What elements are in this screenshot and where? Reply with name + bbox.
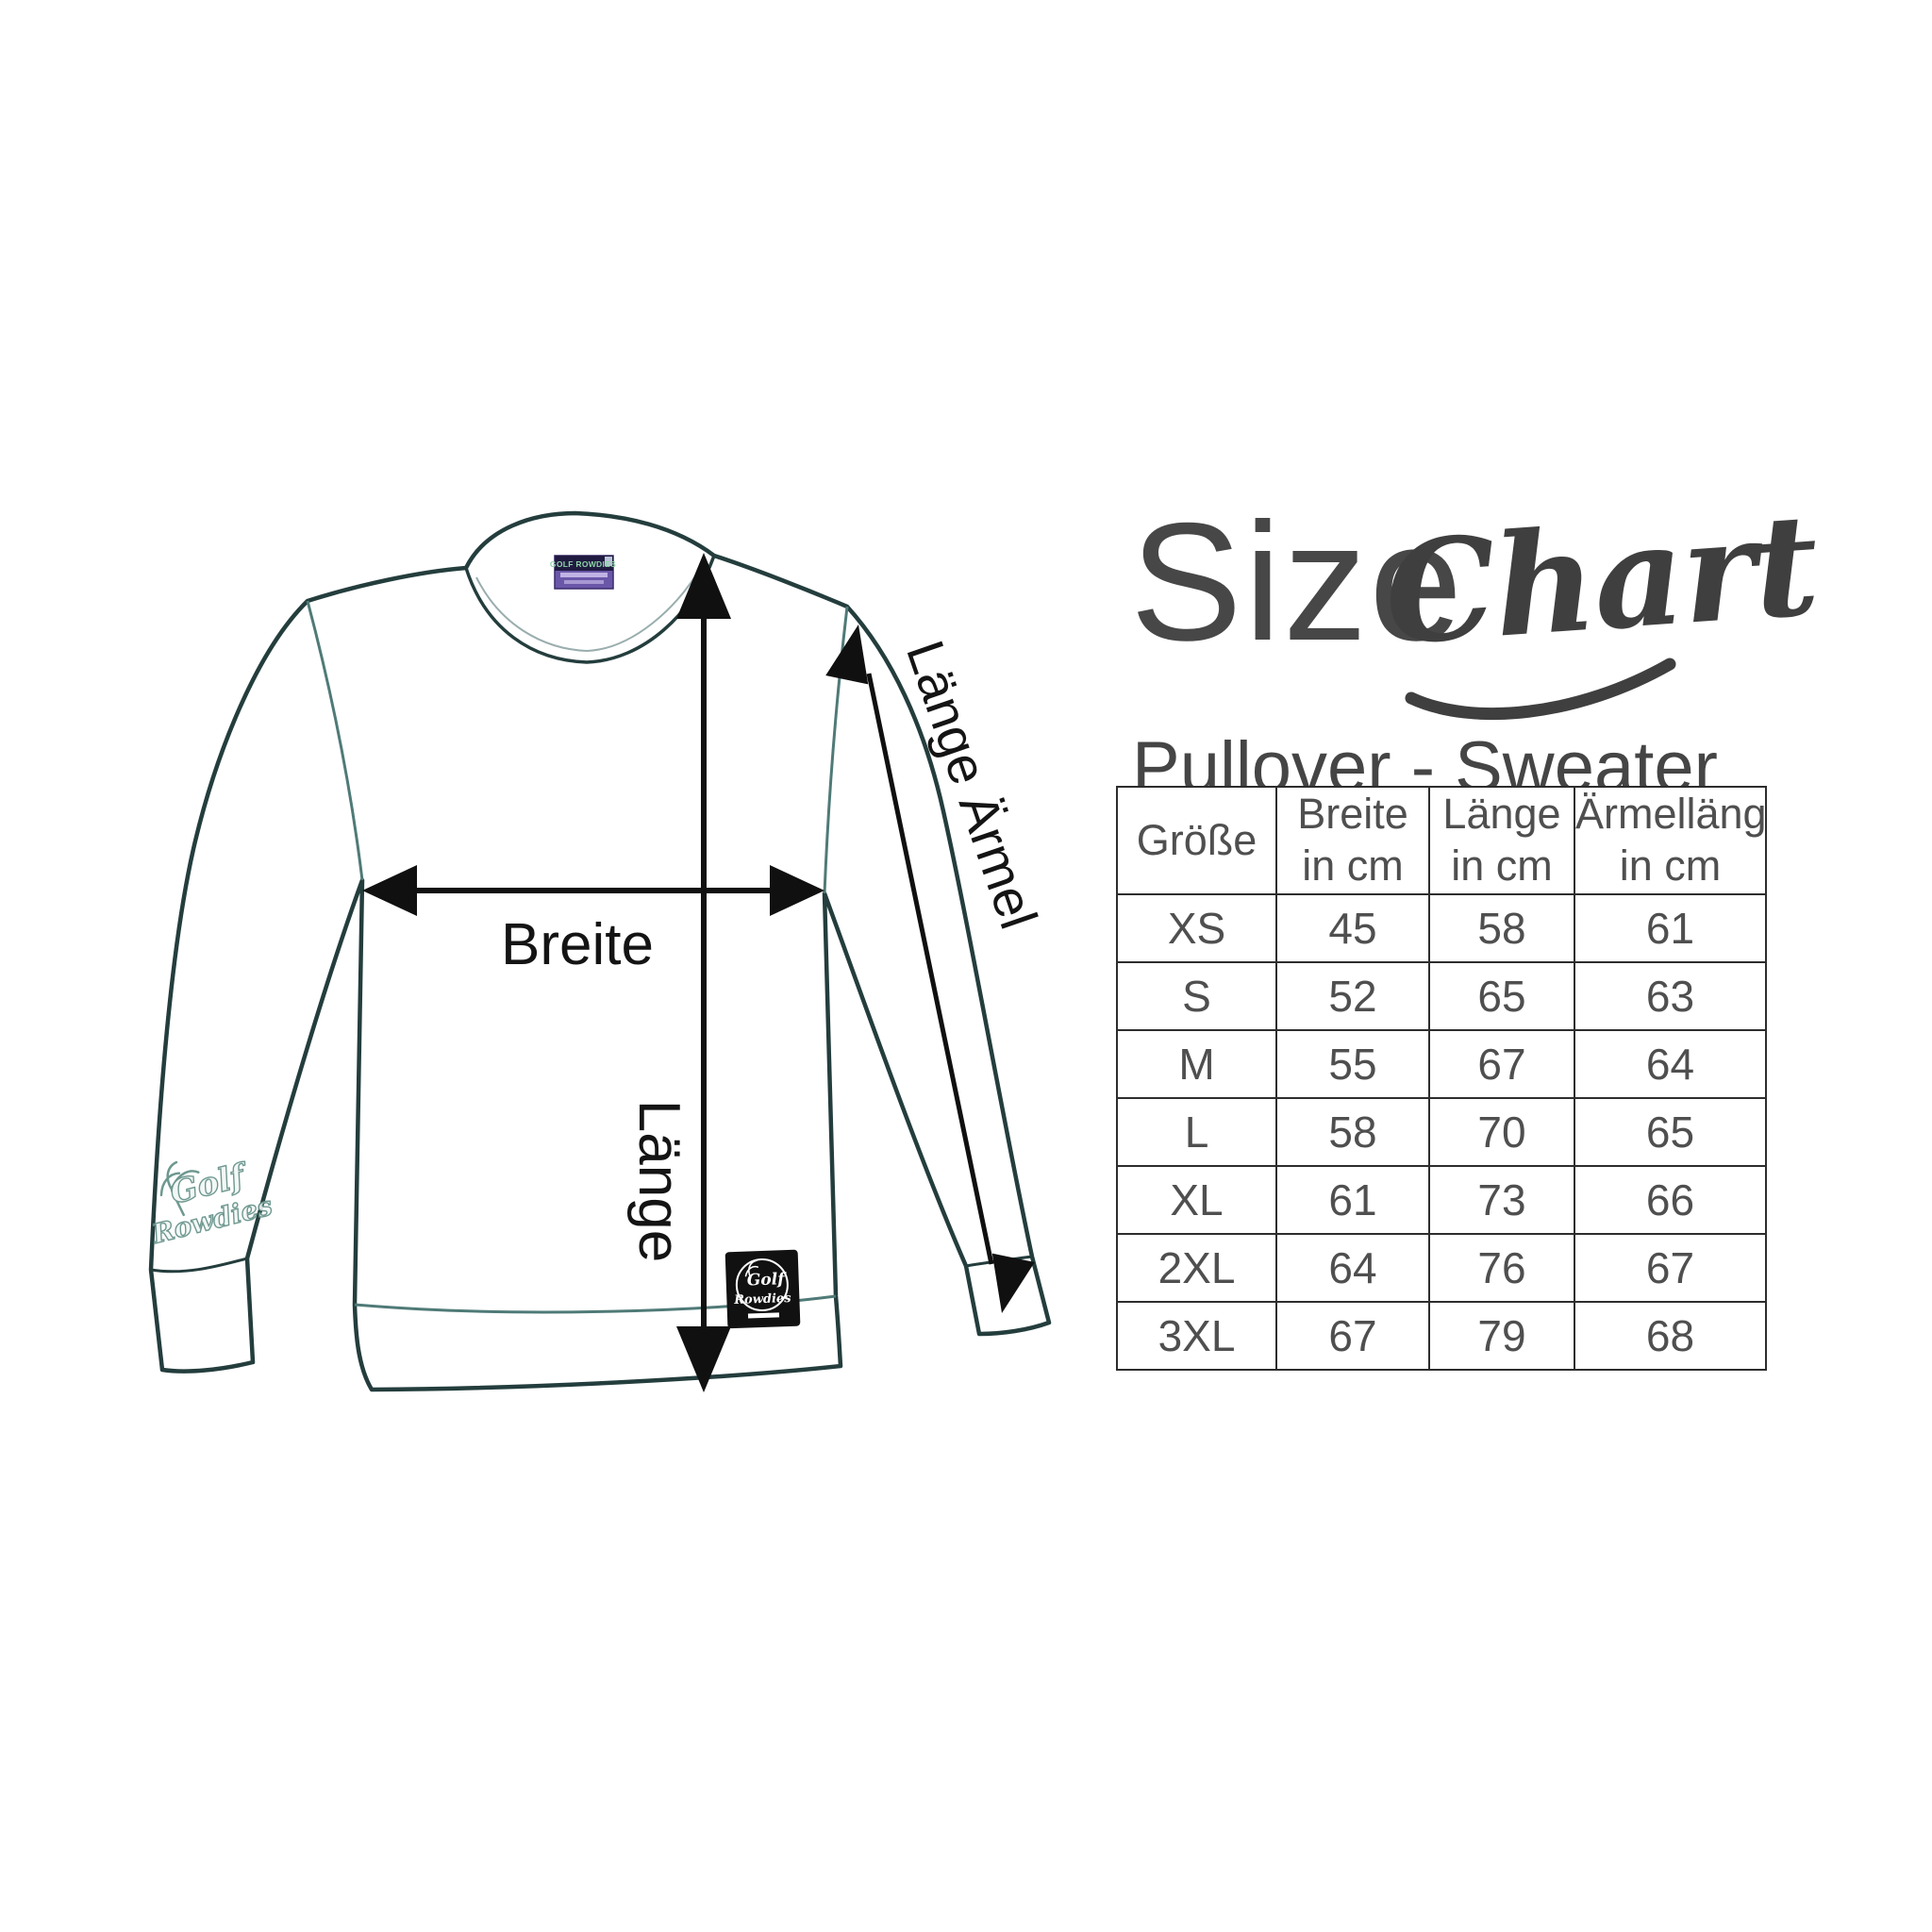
- value-cell: 67: [1428, 1029, 1575, 1099]
- collar-inner-line: [475, 563, 704, 653]
- hem-tag-palm-icon: [744, 1259, 758, 1277]
- table-row: 3XL 67 79 68: [1116, 1301, 1767, 1371]
- hem-tag-line2: Rowdies: [733, 1291, 791, 1307]
- size-table-body: XS 45 58 61 S 52 65 63 M 55 67 64 L 58 70 65 XL 61 73 66 2XL…: [1116, 893, 1767, 1371]
- value-cell: 64: [1275, 1233, 1430, 1303]
- size-cell: 3XL: [1116, 1301, 1277, 1371]
- sweater-outline: [148, 510, 1052, 1392]
- value-cell: 52: [1275, 961, 1430, 1031]
- hem-tag: Golf Rowdies: [724, 1249, 801, 1329]
- table-row: XL 61 73 66: [1116, 1165, 1767, 1235]
- right-armhole-seam: [823, 606, 849, 894]
- left-armhole-seam: [306, 600, 364, 881]
- value-cell: 66: [1574, 1165, 1767, 1235]
- column-header: Länge in cm: [1428, 786, 1575, 895]
- page-title-main: Size: [1130, 488, 1465, 675]
- size-cell: XS: [1116, 893, 1277, 963]
- value-cell: 67: [1574, 1233, 1767, 1303]
- table-row: XS 45 58 61: [1116, 893, 1767, 963]
- length-label: Länge: [626, 1100, 691, 1262]
- width-arrow: [362, 865, 824, 916]
- value-cell: 65: [1428, 961, 1575, 1031]
- size-cell: 2XL: [1116, 1233, 1277, 1303]
- table-row: S 52 65 63: [1116, 961, 1767, 1031]
- table-row: M 55 67 64: [1116, 1029, 1767, 1099]
- hem-tag-line1: Golf: [747, 1270, 788, 1290]
- value-cell: 65: [1574, 1097, 1767, 1167]
- size-cell: L: [1116, 1097, 1277, 1167]
- value-cell: 45: [1275, 893, 1430, 963]
- page-title-script: Chart: [1379, 482, 1823, 676]
- width-label: Breite: [501, 912, 654, 977]
- palm-tree-icon: [159, 1160, 200, 1217]
- value-cell: 67: [1275, 1301, 1430, 1371]
- value-cell: 63: [1574, 961, 1767, 1031]
- table-row: 2XL 64 76 67: [1116, 1233, 1767, 1303]
- size-cell: S: [1116, 961, 1277, 1031]
- table-row: L 58 70 65: [1116, 1097, 1767, 1167]
- value-cell: 58: [1428, 893, 1575, 963]
- value-cell: 70: [1428, 1097, 1575, 1167]
- column-header: Ärmellängein cm: [1574, 786, 1767, 895]
- size-cell: XL: [1116, 1165, 1277, 1235]
- value-cell: 73: [1428, 1165, 1575, 1235]
- value-cell: 55: [1275, 1029, 1430, 1099]
- value-cell: 61: [1275, 1165, 1430, 1235]
- column-header: Breite in cm: [1275, 786, 1430, 895]
- value-cell: 76: [1428, 1233, 1575, 1303]
- value-cell: 61: [1574, 893, 1767, 963]
- value-cell: 64: [1574, 1029, 1767, 1099]
- column-header: Größe: [1116, 786, 1277, 895]
- left-cuff-seam: [150, 1257, 248, 1274]
- title-swoosh: [1405, 658, 1676, 720]
- sleeve-arrow: [825, 625, 1035, 1313]
- neck-label-text: GOLF ROWDIES: [550, 559, 616, 569]
- length-arrow: [676, 553, 731, 1392]
- value-cell: 79: [1428, 1301, 1575, 1371]
- neck-label: GOLF ROWDIES: [550, 555, 616, 590]
- value-cell: 68: [1574, 1301, 1767, 1371]
- value-cell: 58: [1275, 1097, 1430, 1167]
- size-cell: M: [1116, 1029, 1277, 1099]
